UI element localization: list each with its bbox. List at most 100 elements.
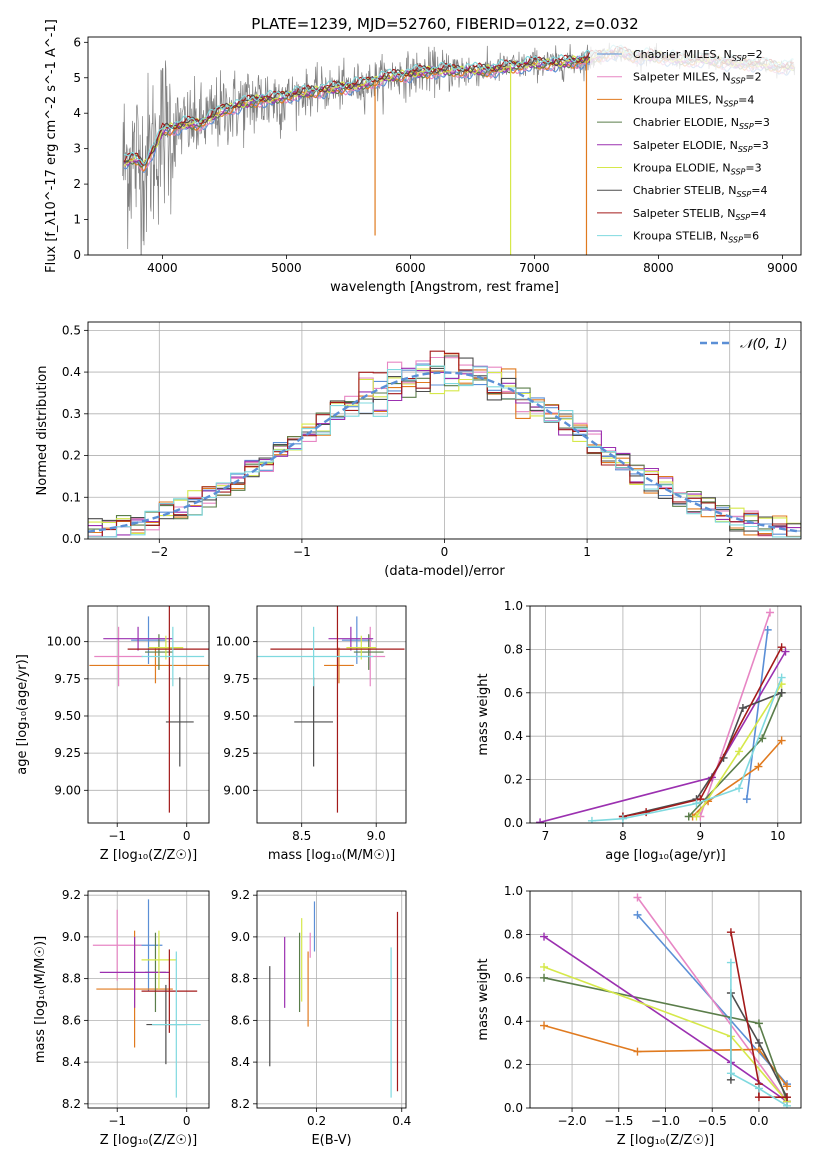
x-tick-label: −1 [293, 545, 311, 559]
legend-value: =2 [745, 71, 761, 84]
legend-subscript: SSP [723, 99, 738, 108]
x-axis-label: Z [log₁₀(Z/Z☉)] [617, 1133, 714, 1148]
legend-subscript: SSP [735, 213, 750, 222]
y-tick-label: 9.50 [54, 709, 81, 723]
x-tick-label: 10 [770, 829, 785, 843]
x-axis-label: wavelength [Angstrom, rest frame] [330, 280, 559, 295]
weight-marker [754, 1093, 763, 1102]
y-axis-label: mass weight [476, 958, 491, 1040]
y-tick-label: 9.2 [231, 888, 250, 902]
y-tick-label: 9.2 [62, 888, 81, 902]
age-vs-mass-panel: 8.5 9.0 9.00 9.25 9.50 9.75 10.00 mass [log₁₀(M… [216, 605, 407, 863]
x-axis-label: (data-model)/error [384, 564, 505, 579]
x-tick-label: 9 [697, 829, 705, 843]
x-tick-label: −2 [150, 545, 168, 559]
histogram-series-9 [88, 364, 801, 538]
weight-line-2 [699, 612, 771, 817]
legend-box [590, 42, 796, 252]
legend-value: =4 [751, 184, 767, 197]
y-tick-label: 8.4 [231, 1055, 250, 1069]
legend-subscript: SSP [738, 145, 753, 154]
legend: 𝒩(0, 1) [700, 337, 787, 352]
y-tick-label: 4 [73, 106, 81, 120]
x-axis-label: mass [log₁₀(M/M☉)] [268, 848, 395, 863]
weight-marker [587, 816, 596, 823]
y-tick-label: 8.8 [231, 972, 250, 986]
mass-vs-reddening-panel: 0.2 0.4 8.2 8.4 8.6 8.8 9.0 9.2 E(B-V) [231, 888, 411, 1148]
y-tick-label: 9.75 [54, 672, 81, 686]
legend-value: =4 [750, 207, 766, 220]
y-tick-label: 9.50 [223, 709, 250, 723]
legend-value: =2 [746, 48, 762, 61]
y-tick-label: 8.2 [231, 1097, 250, 1111]
age-vs-metallicity-panel: −1 0 9.00 9.25 9.50 9.75 10.00 Z [log₁₀(Z/Z☉)] a… [15, 605, 210, 863]
x-tick-label: 7000 [519, 261, 550, 275]
weight-marker [735, 784, 744, 793]
gaussian-reference-curve [88, 371, 799, 533]
x-tick-label: 0.0 [749, 1114, 768, 1128]
weight-marker [777, 673, 786, 682]
y-tick-label: 9.0 [231, 930, 250, 944]
x-tick-label: −1.5 [604, 1114, 633, 1128]
x-tick-label: 7 [542, 829, 550, 843]
figure-title: PLATE=1239, MJD=52760, FIBERID=0122, z=0… [251, 15, 638, 33]
mass-vs-metallicity-panel: −1 0 8.2 8.4 8.6 8.8 9.0 9.2 Z [log₁₀(Z/Z☉)] mass… [33, 888, 210, 1148]
y-axis-label: mass weight [476, 673, 491, 755]
weight-marker [781, 647, 790, 656]
weight-line-3 [692, 739, 783, 818]
y-tick-label: 0.6 [504, 686, 523, 700]
y-tick-label: 8.2 [62, 1097, 81, 1111]
x-tick-label: 0 [441, 545, 449, 559]
y-tick-label: 0.4 [504, 1014, 523, 1028]
weight-marker [782, 1101, 791, 1108]
y-tick-label: 0.1 [62, 490, 81, 504]
weight-marker [754, 1084, 763, 1093]
y-tick-label: 8.6 [231, 1013, 250, 1027]
x-axis-label: age [log₁₀(age/yr)] [605, 848, 726, 863]
legend-value: =3 [753, 139, 769, 152]
weight-marker [726, 958, 735, 967]
y-tick-label: 10.00 [47, 635, 81, 649]
plot-area [257, 891, 406, 1108]
weight-line-4 [688, 692, 783, 818]
x-tick-label: 8000 [643, 261, 674, 275]
axes-frame [87, 321, 802, 540]
weight-marker [692, 812, 701, 821]
x-tick-label: 1 [583, 545, 591, 559]
y-tick-label: 9.75 [223, 672, 250, 686]
plot-area [530, 606, 801, 823]
legend-label: Salpeter STELIB, NSSP=4 [633, 207, 766, 222]
weight-marker [766, 608, 775, 617]
legend-label: Salpeter ELODIE, NSSP=3 [633, 139, 769, 154]
weight-marker [754, 1019, 763, 1028]
y-tick-label: 0.2 [504, 773, 523, 787]
axes-frame [87, 890, 210, 1109]
weight-marker [726, 928, 735, 937]
y-tick-label: 3 [73, 142, 81, 156]
residual-histogram-panel: −2 −1 0 1 2 0.0 0.1 0.2 0.3 0.4 0.5 (data-model)/er… [35, 321, 802, 579]
weight-marker [540, 1021, 549, 1030]
plot-area [530, 891, 801, 1108]
legend-subscript: SSP [728, 236, 743, 245]
y-tick-label: 8.8 [62, 972, 81, 986]
plot-area [88, 606, 209, 823]
y-axis-label: Normed distribution [35, 366, 50, 496]
y-tick-label: 10.00 [216, 635, 250, 649]
weight-marker [782, 1082, 791, 1091]
y-tick-label: 0.0 [504, 816, 523, 830]
weight-marker [540, 973, 549, 982]
axes-frame [529, 605, 802, 824]
y-tick-label: 8.4 [62, 1055, 81, 1069]
y-tick-label: 0.5 [62, 323, 81, 337]
y-axis-label: age [log₁₀(age/yr)] [15, 654, 30, 775]
y-tick-label: 9.0 [62, 930, 81, 944]
y-tick-label: 0.8 [504, 642, 523, 656]
y-tick-label: 0.0 [62, 532, 81, 546]
plot-area [88, 891, 209, 1108]
y-tick-label: 9.00 [223, 783, 250, 797]
weight-marker [742, 795, 751, 804]
y-tick-label: 9.25 [223, 746, 250, 760]
weight-marker [692, 799, 701, 808]
weight-line-8 [622, 646, 783, 818]
x-axis-label: Z [log₁₀(Z/Z☉)] [100, 848, 197, 863]
